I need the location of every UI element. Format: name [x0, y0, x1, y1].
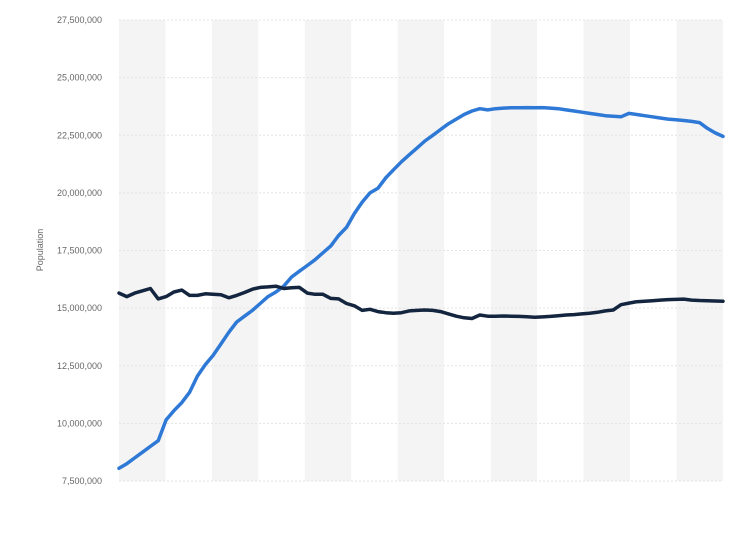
y-tick-label: 27,500,000 [57, 15, 102, 25]
gridlines [119, 19, 723, 482]
y-axis-title: Population [35, 229, 45, 272]
y-tick-label: 12,500,000 [57, 361, 102, 371]
background-band [351, 20, 398, 481]
y-tick-label: 22,500,000 [57, 130, 102, 140]
y-axis-tick-labels: 7,500,000 10,000,000 12,500,000 15,000,000 1… [57, 15, 102, 486]
background-band [490, 20, 538, 481]
series-line-2 [117, 284, 725, 321]
y-tick-label: 17,500,000 [57, 246, 102, 256]
background-band [119, 20, 166, 481]
y-tick-label: 7,500,000 [62, 476, 102, 486]
background-band [630, 20, 677, 481]
series-lines [117, 105, 725, 471]
background-band [258, 20, 305, 481]
y-tick-label: 10,000,000 [57, 418, 102, 428]
series-line-1 [117, 105, 725, 471]
y-tick-label: 20,000,000 [57, 188, 102, 198]
y-tick-label: 15,000,000 [57, 303, 102, 313]
y-tick-label: 25,000,000 [57, 73, 102, 83]
